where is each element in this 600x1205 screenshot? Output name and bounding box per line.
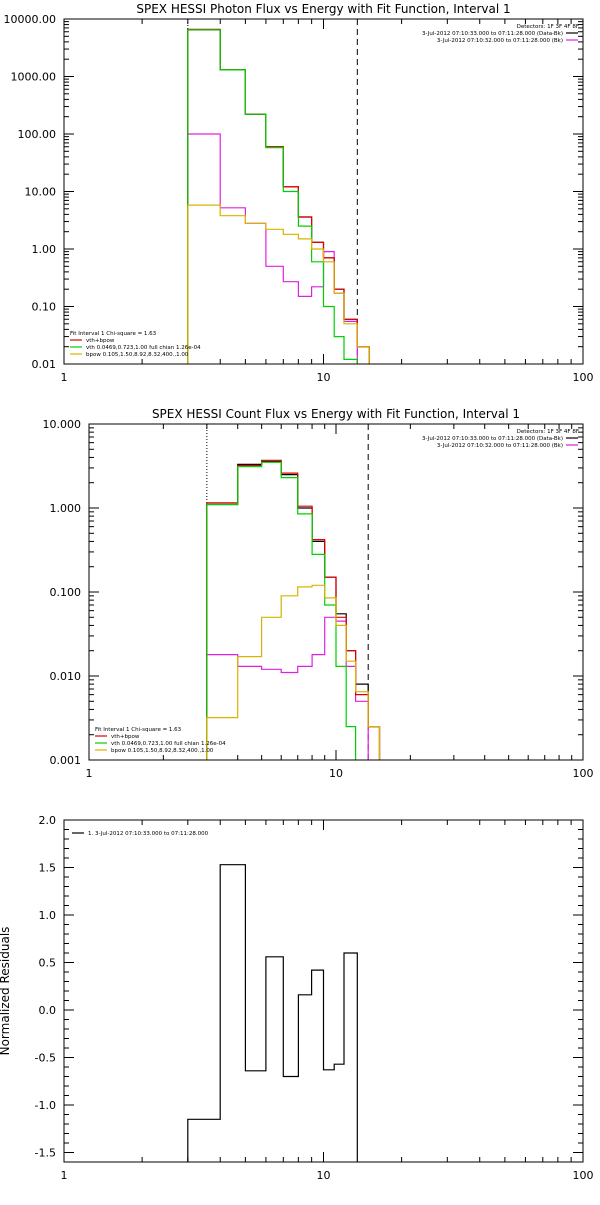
- plot-frame: [63, 18, 584, 365]
- legend-bottom-left: Fit Interval 1 Chi-square = 1.63vth+bpow…: [70, 331, 201, 358]
- legend-top-left: 1. 3-Jul-2012 07:10:33.000 to 07:11:28.0…: [72, 831, 209, 837]
- legend-top-right: Detectors: 1F 3F 4F 8F3-Jul-2012 07:10:3…: [422, 24, 579, 44]
- series-line-5: [187, 204, 370, 364]
- legend-entry: 1. 3-Jul-2012 07:10:33.000 to 07:11:28.0…: [88, 831, 209, 837]
- series-line-2: [206, 616, 369, 760]
- y-tick-label: -1.0: [35, 1099, 56, 1112]
- chart-title: SPEX HESSI Photon Flux vs Energy with Fi…: [136, 2, 510, 16]
- y-tick-label: 1.0: [39, 909, 57, 922]
- y-tick-label: 0.01: [32, 358, 57, 371]
- legend-entry: vth 0.0469,0.723,1.00 full chian 1.26e-0…: [86, 345, 201, 351]
- fit-summary: Fit Interval 1 Chi-square = 1.63: [95, 727, 182, 733]
- x-tick-label: 100: [573, 371, 594, 384]
- legend-top-right: Detectors: 1F 3F 4F 8F3-Jul-2012 07:10:3…: [422, 429, 579, 449]
- legend-bottom-left: Fit Interval 1 Chi-square = 1.63vth+bpow…: [95, 727, 226, 754]
- y-tick-label: 0.001: [50, 754, 82, 767]
- x-tick-label: 1: [86, 767, 93, 780]
- x-tick-label: 10: [329, 767, 343, 780]
- y-tick-label: 0.0: [39, 1004, 57, 1017]
- series-line-3: [187, 28, 370, 364]
- x-tick-label: 10: [317, 371, 331, 384]
- legend-entry: vth+bpow: [86, 338, 115, 344]
- series-line-4: [206, 461, 357, 760]
- legend-entry: bpow 0.105,1.50,8.92,8.32,400.,1.00: [86, 352, 189, 358]
- y-tick-label: 100.00: [18, 128, 57, 141]
- legend-entry: Detectors: 1F 3F 4F 8F: [517, 24, 579, 30]
- y-tick-label: -1.5: [35, 1147, 56, 1160]
- series-group: [187, 28, 370, 364]
- y-axis: 0.001 0.010 0.100 1.000 10.000: [43, 418, 583, 767]
- panel-2: SPEX HESSI Count Flux vs Energy with Fit…: [43, 407, 594, 780]
- series-line-3: [206, 459, 381, 760]
- y-tick-label: 10.00: [25, 186, 57, 199]
- y-tick-label: 2.0: [39, 814, 57, 827]
- chart-title: SPEX HESSI Count Flux vs Energy with Fit…: [152, 407, 520, 421]
- y-axis-label: Normalized Residuals: [0, 927, 12, 1056]
- series-group: [206, 459, 381, 760]
- panel-1: SPEX HESSI Photon Flux vs Energy with Fi…: [4, 2, 594, 384]
- x-axis: 1 10 100: [61, 820, 594, 1182]
- legend-entry: Detectors: 1F 3F 4F 8F: [517, 429, 579, 435]
- x-tick-label: 10: [317, 1169, 331, 1182]
- series-line-1: [187, 29, 370, 364]
- series-group: [187, 864, 358, 1162]
- panel-3: Normalized Residuals 1 10 100 -1.5 -1.0 -0.5 0.…: [0, 814, 594, 1182]
- y-tick-label: 1.000: [50, 502, 82, 515]
- series-line-1: [187, 864, 358, 1162]
- y-tick-label: 0.010: [50, 670, 82, 683]
- legend-entry: vth 0.0469,0.723,1.00 full chian 1.26e-0…: [111, 741, 226, 747]
- legend-entry: vth+bpow: [111, 734, 140, 740]
- y-tick-label: 1000.00: [11, 71, 57, 84]
- y-tick-label: -0.5: [35, 1052, 56, 1065]
- x-tick-label: 1: [61, 371, 68, 384]
- y-axis: -1.5 -1.0 -0.5 0.0 0.5 1.0 1.5 2.0: [35, 814, 583, 1160]
- legend-entry: 3-Jul-2012 07:10:33.000 to 07:11:28.000 …: [422, 436, 563, 442]
- series-line-1: [206, 460, 381, 760]
- y-tick-label: 1.00: [32, 243, 57, 256]
- x-tick-label: 1: [61, 1169, 68, 1182]
- series-line-2: [187, 133, 358, 364]
- legend-entry: 3-Jul-2012 07:10:32.000 to 07:11:28.000 …: [437, 38, 563, 44]
- y-tick-label: 0.100: [50, 586, 82, 599]
- legend-entry: bpow 0.105,1.50,8.92,8.32,400.,1.00: [111, 748, 214, 754]
- series-line-5: [206, 584, 381, 760]
- x-tick-label: 100: [573, 1169, 594, 1182]
- legend-entry: 3-Jul-2012 07:10:33.000 to 07:11:28.000 …: [422, 31, 563, 37]
- plot-frame: [63, 819, 584, 1163]
- y-tick-label: 10000.00: [4, 13, 57, 26]
- fit-summary: Fit Interval 1 Chi-square = 1.63: [70, 331, 157, 337]
- y-tick-label: 1.5: [39, 862, 57, 875]
- y-tick-label: 0.10: [32, 301, 57, 314]
- y-tick-label: 10.000: [43, 418, 82, 431]
- plot-frame: [88, 423, 584, 761]
- y-tick-label: 0.5: [39, 957, 57, 970]
- x-axis: 1 10 100: [61, 19, 594, 384]
- y-axis: 0.01 0.10 1.00 10.00 100.00 1000.00 10000.00: [4, 13, 583, 371]
- x-tick-label: 100: [573, 767, 594, 780]
- series-line-4: [187, 29, 358, 364]
- legend-entry: 3-Jul-2012 07:10:32.000 to 07:11:28.000 …: [437, 443, 563, 449]
